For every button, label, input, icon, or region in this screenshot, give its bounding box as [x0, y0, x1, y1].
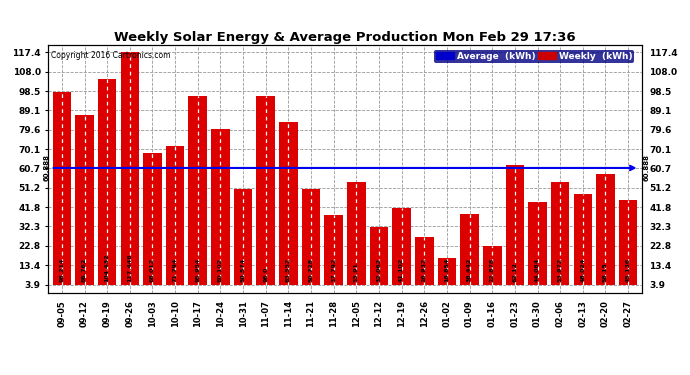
Text: 50.728: 50.728 — [308, 258, 313, 282]
Bar — [302, 189, 320, 285]
Text: 95.954: 95.954 — [195, 258, 200, 282]
Bar — [506, 165, 524, 285]
Text: 26.932: 26.932 — [422, 258, 427, 282]
Text: 60.888: 60.888 — [43, 154, 50, 182]
Text: 16.854: 16.854 — [444, 258, 449, 282]
Text: 86.762: 86.762 — [82, 258, 87, 282]
Bar — [52, 92, 71, 285]
Bar — [188, 96, 207, 285]
Bar — [257, 96, 275, 285]
Text: 96.0: 96.0 — [263, 267, 268, 282]
Bar — [75, 115, 94, 285]
Bar — [211, 129, 230, 285]
Text: 98.214: 98.214 — [59, 258, 64, 282]
Bar — [437, 258, 456, 285]
Bar — [596, 174, 615, 285]
Bar — [144, 153, 161, 285]
Text: 104.432: 104.432 — [105, 254, 110, 282]
Legend: Average  (kWh), Weekly  (kWh): Average (kWh), Weekly (kWh) — [434, 50, 634, 63]
Bar — [460, 214, 479, 285]
Bar — [393, 209, 411, 285]
Bar — [573, 194, 592, 285]
Text: 60.888: 60.888 — [644, 154, 650, 182]
Text: 53.91: 53.91 — [354, 262, 359, 282]
Bar — [324, 215, 343, 285]
Title: Weekly Solar Energy & Average Production Mon Feb 29 17:36: Weekly Solar Energy & Average Production… — [114, 31, 576, 44]
Text: 37.792: 37.792 — [331, 258, 336, 282]
Text: 71.794: 71.794 — [172, 258, 177, 282]
Bar — [619, 200, 638, 285]
Bar — [483, 246, 502, 285]
Text: 62.12: 62.12 — [513, 262, 518, 282]
Text: 41.102: 41.102 — [399, 258, 404, 282]
Text: 45.136: 45.136 — [626, 258, 631, 282]
Bar — [279, 122, 297, 285]
Text: 58.15: 58.15 — [603, 262, 608, 282]
Text: 117.448: 117.448 — [128, 254, 132, 282]
Bar — [415, 237, 433, 285]
Text: 44.064: 44.064 — [535, 258, 540, 282]
Bar — [98, 79, 117, 285]
Text: 32.062: 32.062 — [377, 258, 382, 282]
Bar — [370, 227, 388, 285]
Bar — [347, 182, 366, 285]
Text: 68.012: 68.012 — [150, 258, 155, 282]
Text: 83.552: 83.552 — [286, 258, 291, 282]
Text: 50.574: 50.574 — [241, 258, 246, 282]
Bar — [121, 52, 139, 285]
Text: 48.024: 48.024 — [580, 258, 585, 282]
Text: 80.102: 80.102 — [218, 258, 223, 282]
Bar — [234, 189, 253, 285]
Bar — [529, 202, 546, 285]
Bar — [551, 182, 569, 285]
Text: 53.972: 53.972 — [558, 258, 562, 282]
Bar — [166, 146, 184, 285]
Text: 22.878: 22.878 — [490, 258, 495, 282]
Text: Copyright 2016 Cartronics.com: Copyright 2016 Cartronics.com — [50, 51, 170, 60]
Text: 38.442: 38.442 — [467, 258, 472, 282]
